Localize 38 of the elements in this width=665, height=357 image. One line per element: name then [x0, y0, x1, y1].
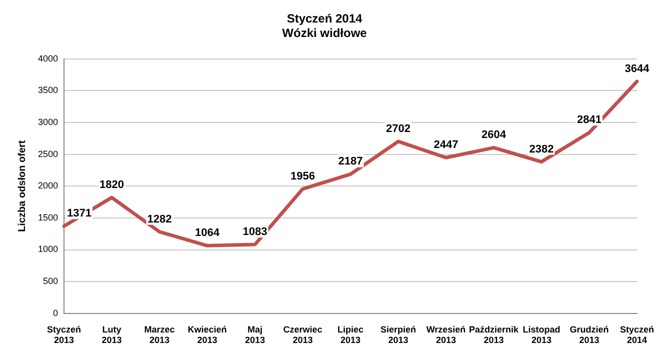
data-label: 2447 [434, 139, 458, 152]
data-label: 2187 [338, 156, 363, 168]
chart-subtitle: Wózki widłowe [282, 26, 368, 40]
x-tick-label: Kwiecień 2013 [188, 324, 227, 346]
x-tick-label: Styczeń 2013 [47, 324, 82, 346]
data-label: 2382 [529, 143, 554, 156]
data-label: 1371 [67, 208, 92, 220]
data-label: 3644 [624, 62, 650, 75]
y-tick-label: 0 [53, 308, 58, 318]
x-tick-label: Wrzesień 2013 [426, 324, 466, 346]
x-tick-label: Sierpień 2013 [380, 324, 416, 346]
data-label: 2604 [482, 129, 507, 142]
x-tick-label: Luty 2013 [102, 324, 122, 346]
data-label: 1956 [290, 170, 315, 182]
data-label: 1820 [100, 179, 124, 192]
y-tick-label: 2000 [38, 180, 58, 191]
data-label: 1282 [147, 213, 172, 226]
x-tick-label: Listopad 2013 [522, 324, 560, 346]
x-tick-label: Grudzień 2013 [570, 324, 609, 346]
data-label: 2841 [577, 114, 602, 126]
y-tick-label: 1500 [38, 212, 58, 222]
x-tick-label: Maj 2013 [244, 324, 266, 346]
data-label: 1064 [195, 227, 220, 240]
chart-title: Styczeń 2014 [286, 12, 363, 26]
y-tick-label: 500 [42, 276, 58, 286]
y-axis-title: Liczba odsłon ofert [16, 140, 28, 232]
x-tick-label: Marzec 2013 [144, 324, 175, 346]
x-tick-label: Styczeń 2014 [620, 324, 654, 346]
y-tick-label: 1000 [38, 244, 58, 254]
x-tick-label: Lipiec 2013 [338, 324, 364, 346]
y-tick-label: 4000 [38, 53, 58, 64]
y-tick-label: 3500 [38, 85, 58, 96]
x-tick-label: Czerwiec 2013 [283, 324, 322, 346]
x-tick-label: Październik 2013 [468, 324, 520, 346]
data-label: 1083 [242, 226, 268, 238]
y-tick-label: 3000 [38, 116, 58, 127]
y-tick-label: 2500 [38, 148, 58, 159]
data-label: 2702 [386, 122, 410, 135]
